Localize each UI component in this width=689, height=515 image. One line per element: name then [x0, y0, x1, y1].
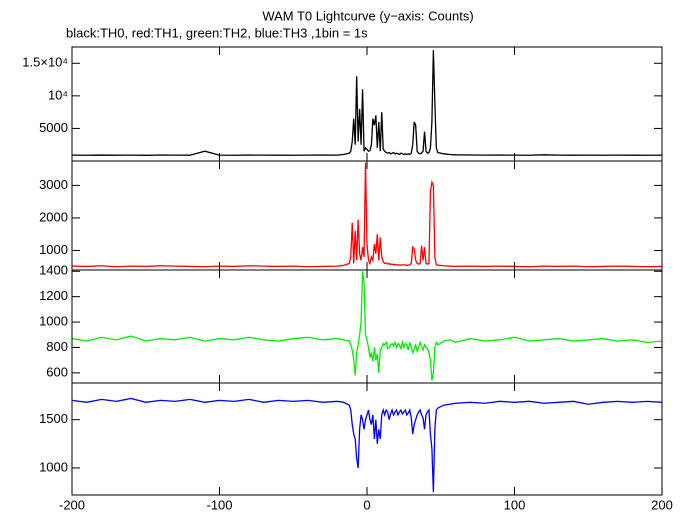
panel-frame: [71, 46, 663, 162]
y-tick-label: 600: [46, 364, 68, 379]
y-tick-label: 3000: [39, 177, 68, 192]
x-tick-label: 0: [363, 497, 370, 512]
y-tick-label: 5000: [39, 120, 68, 135]
x-tick-label: -100: [206, 497, 232, 512]
y-tick-label: 1500: [39, 411, 68, 426]
y-tick-label: 1000: [39, 242, 68, 257]
y-tick-label: 1000: [39, 459, 68, 474]
y-tick-label: 1200: [39, 288, 68, 303]
y-tick-label: 10⁴: [48, 87, 68, 102]
chart-title: WAM T0 Lightcurve (y−axis: Counts): [262, 8, 473, 23]
y-tick-label: 1000: [39, 313, 68, 328]
x-tick-label: 200: [651, 497, 673, 512]
data-line: [72, 50, 662, 156]
y-tick-label: 1.5×10⁴: [22, 55, 68, 70]
data-line: [72, 271, 662, 381]
x-tick-label: -200: [59, 497, 85, 512]
y-tick-label: 2000: [39, 209, 68, 224]
panel-frame: [71, 269, 663, 384]
data-line: [72, 397, 662, 493]
y-tick-label: 800: [46, 339, 68, 354]
chart-subtitle: black:TH0, red:TH1, green:TH2, blue:TH3 …: [66, 25, 368, 40]
x-tick-label: 100: [504, 497, 526, 512]
y-tick-label: 1400: [39, 263, 68, 278]
data-line: [72, 162, 662, 268]
